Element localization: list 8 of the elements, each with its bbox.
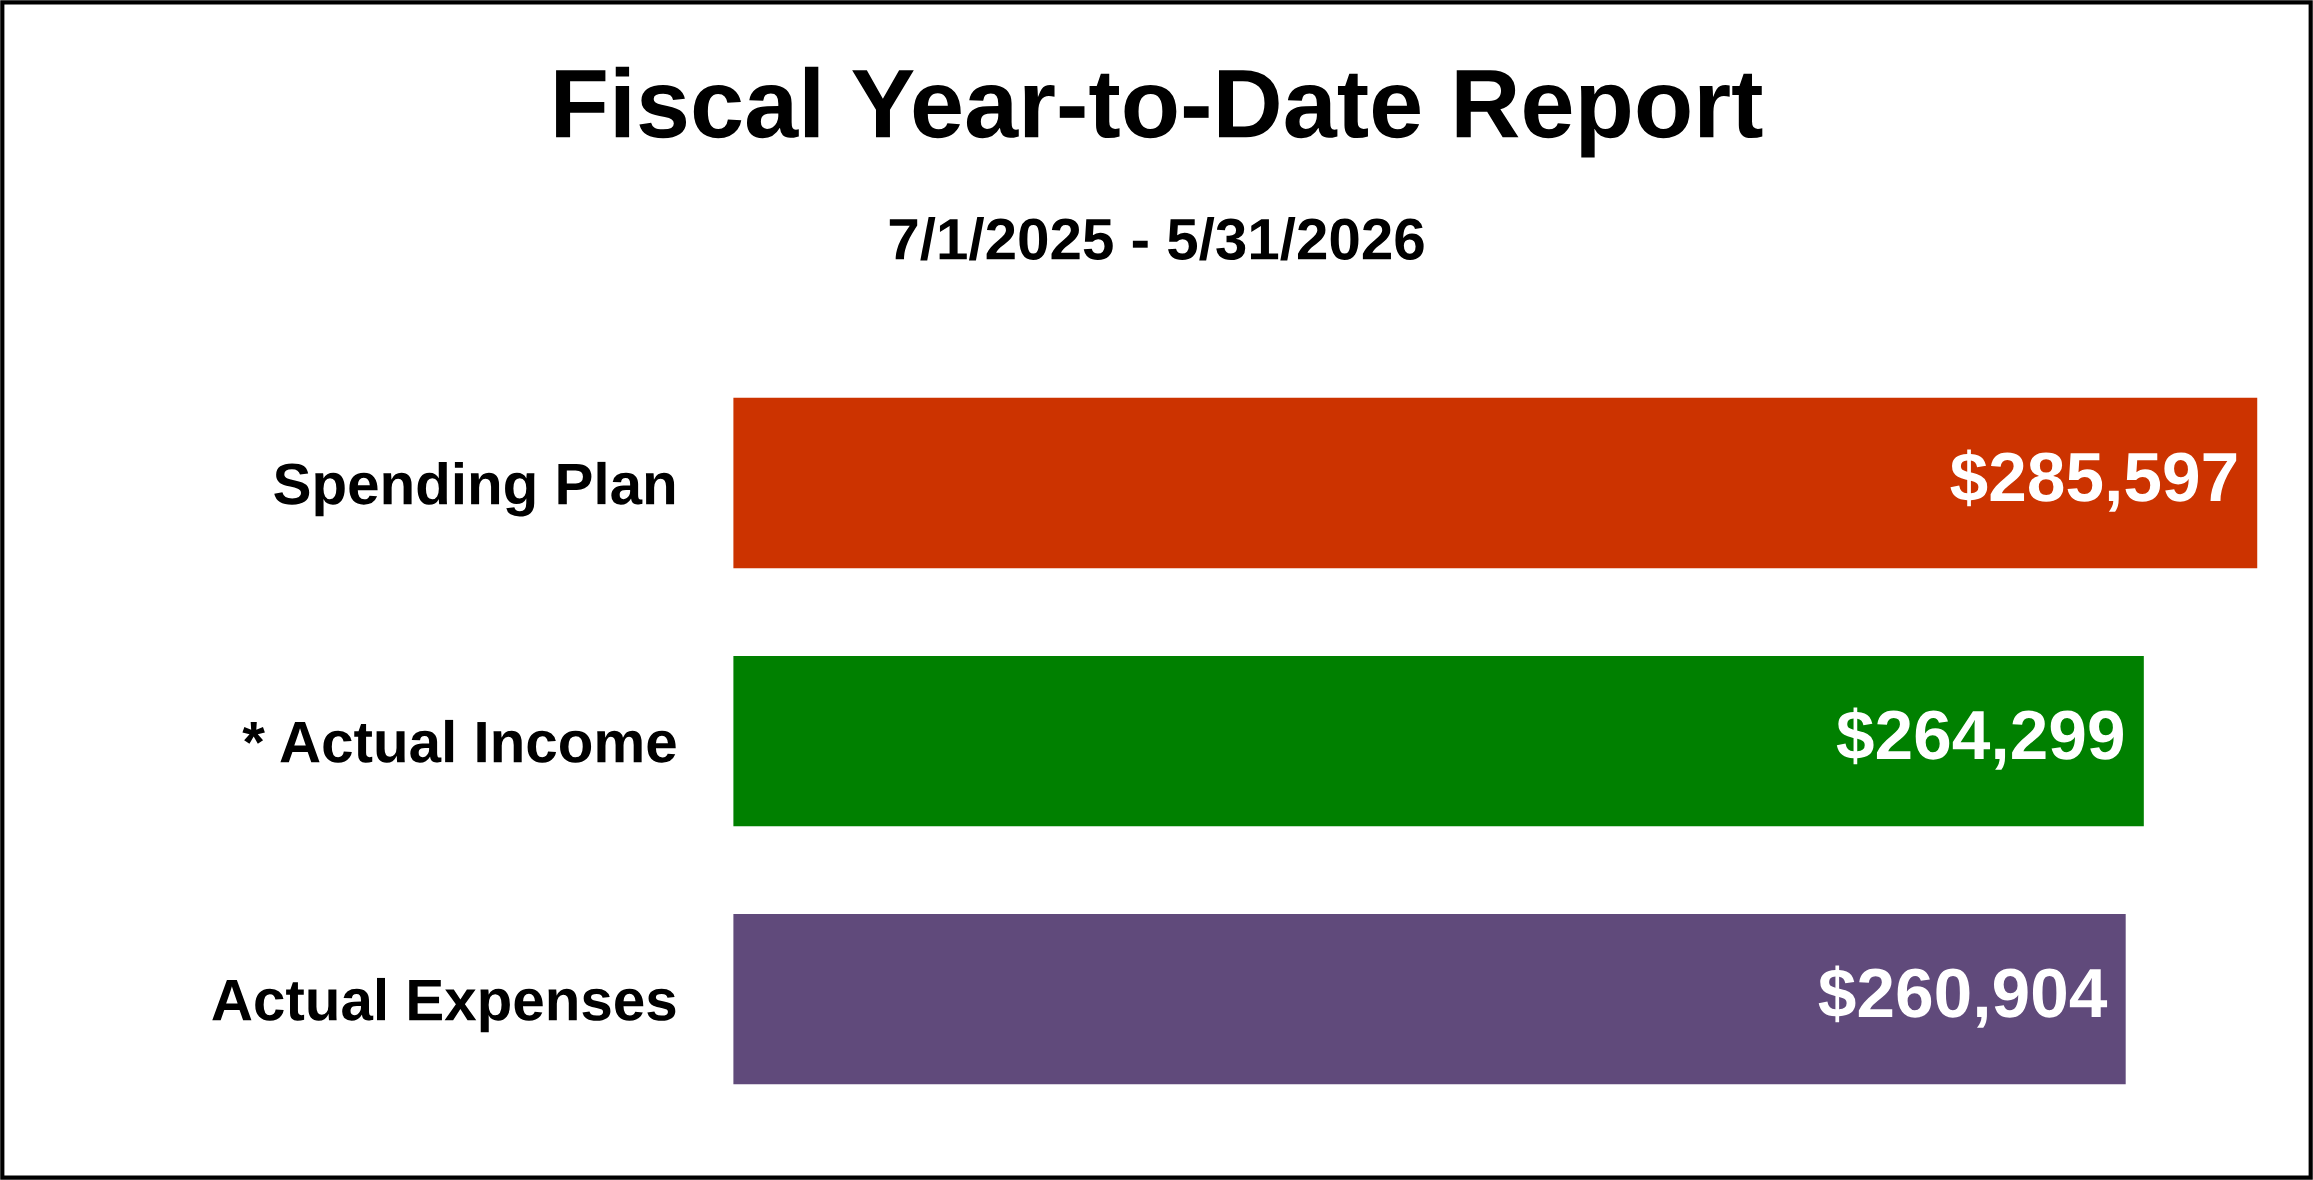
y-tick-label: Spending Plan [274, 461, 675, 517]
data-label: $285,597 [1950, 449, 2237, 512]
chart-subtitle: 7/1/2025 - 5/31/2026 [889, 217, 1424, 261]
data-label: $264,299 [1836, 707, 2123, 770]
y-tick-label: Actual Expenses [212, 977, 676, 1033]
chart-title: Fiscal Year-to-Date Report [556, 66, 1763, 158]
data-label: $260,904 [1818, 965, 2108, 1028]
y-tick-label: * Actual Income [242, 719, 676, 763]
